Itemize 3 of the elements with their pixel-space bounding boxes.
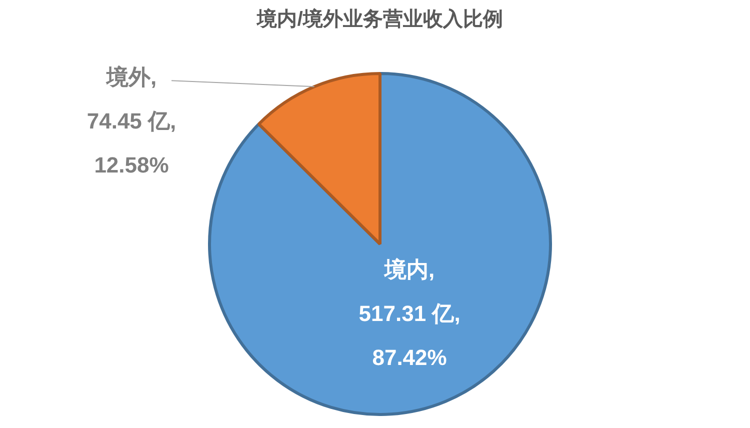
slice-label: 境外, 74.45 亿, 12.58%: [86, 64, 176, 178]
slice-label: 境内, 517.31 亿, 87.42%: [358, 256, 460, 370]
chart-title: 境内/境外业务营业收入比例: [256, 8, 503, 31]
